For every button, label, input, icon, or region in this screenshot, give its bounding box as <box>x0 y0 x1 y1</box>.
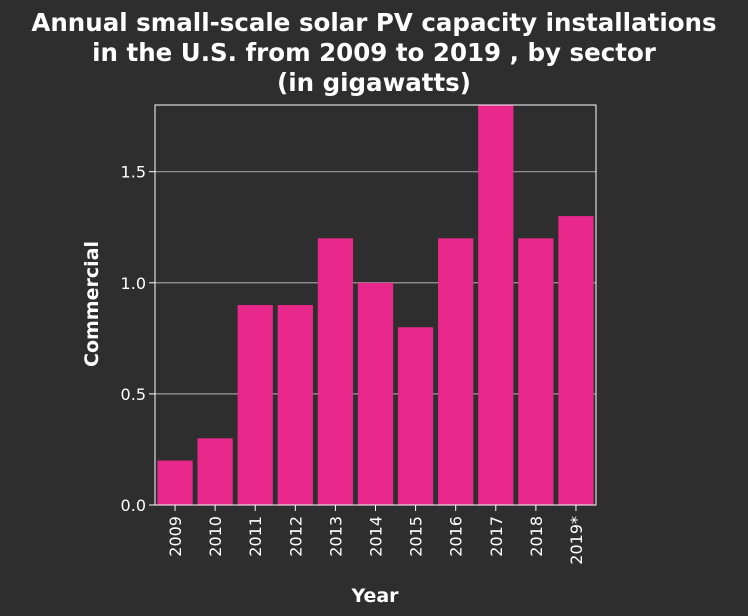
y-axis-ticks: 0.0 0.5 1.0 1.5 <box>121 163 155 515</box>
bar <box>438 238 474 506</box>
x-tick-label: 2015 <box>407 516 426 557</box>
bar <box>397 327 434 505</box>
x-tick-label: 2010 <box>206 516 225 557</box>
bar <box>357 282 394 505</box>
x-tick-label: 2011 <box>246 516 265 557</box>
x-tick-label: 2013 <box>326 516 345 557</box>
bar <box>317 238 354 506</box>
x-axis-label: Year <box>350 585 399 607</box>
y-tick-label: 0.0 <box>121 496 146 515</box>
bar <box>518 238 554 506</box>
y-tick-label: 0.5 <box>121 385 146 404</box>
bar <box>478 105 514 505</box>
x-tick-label: 2019* <box>567 516 586 565</box>
bars <box>157 105 594 506</box>
x-tick-label: 2012 <box>286 516 305 557</box>
bar <box>558 216 594 505</box>
bar <box>237 305 273 505</box>
y-axis-label: Commercial <box>81 241 103 367</box>
bar <box>197 438 233 505</box>
bar <box>157 460 193 505</box>
chart-title: Annual small-scale solar PV capacity ins… <box>31 8 716 97</box>
x-tick-label: 2016 <box>447 516 466 557</box>
title-line-2: in the U.S. from 2009 to 2019 , by secto… <box>92 38 657 67</box>
x-tick-label: 2009 <box>166 516 185 557</box>
x-tick-label: 2014 <box>367 516 386 557</box>
bar <box>277 305 313 505</box>
title-line-1: Annual small-scale solar PV capacity ins… <box>31 8 716 37</box>
title-line-3: (in gigawatts) <box>277 68 471 97</box>
y-tick-label: 1.5 <box>121 163 146 182</box>
y-tick-label: 1.0 <box>121 274 146 293</box>
x-tick-label: 2017 <box>487 516 506 557</box>
x-tick-label: 2018 <box>527 516 546 557</box>
x-axis-ticks: 2009 2010 2011 2012 2013 2014 2015 2016 2017 2018… <box>166 505 586 565</box>
